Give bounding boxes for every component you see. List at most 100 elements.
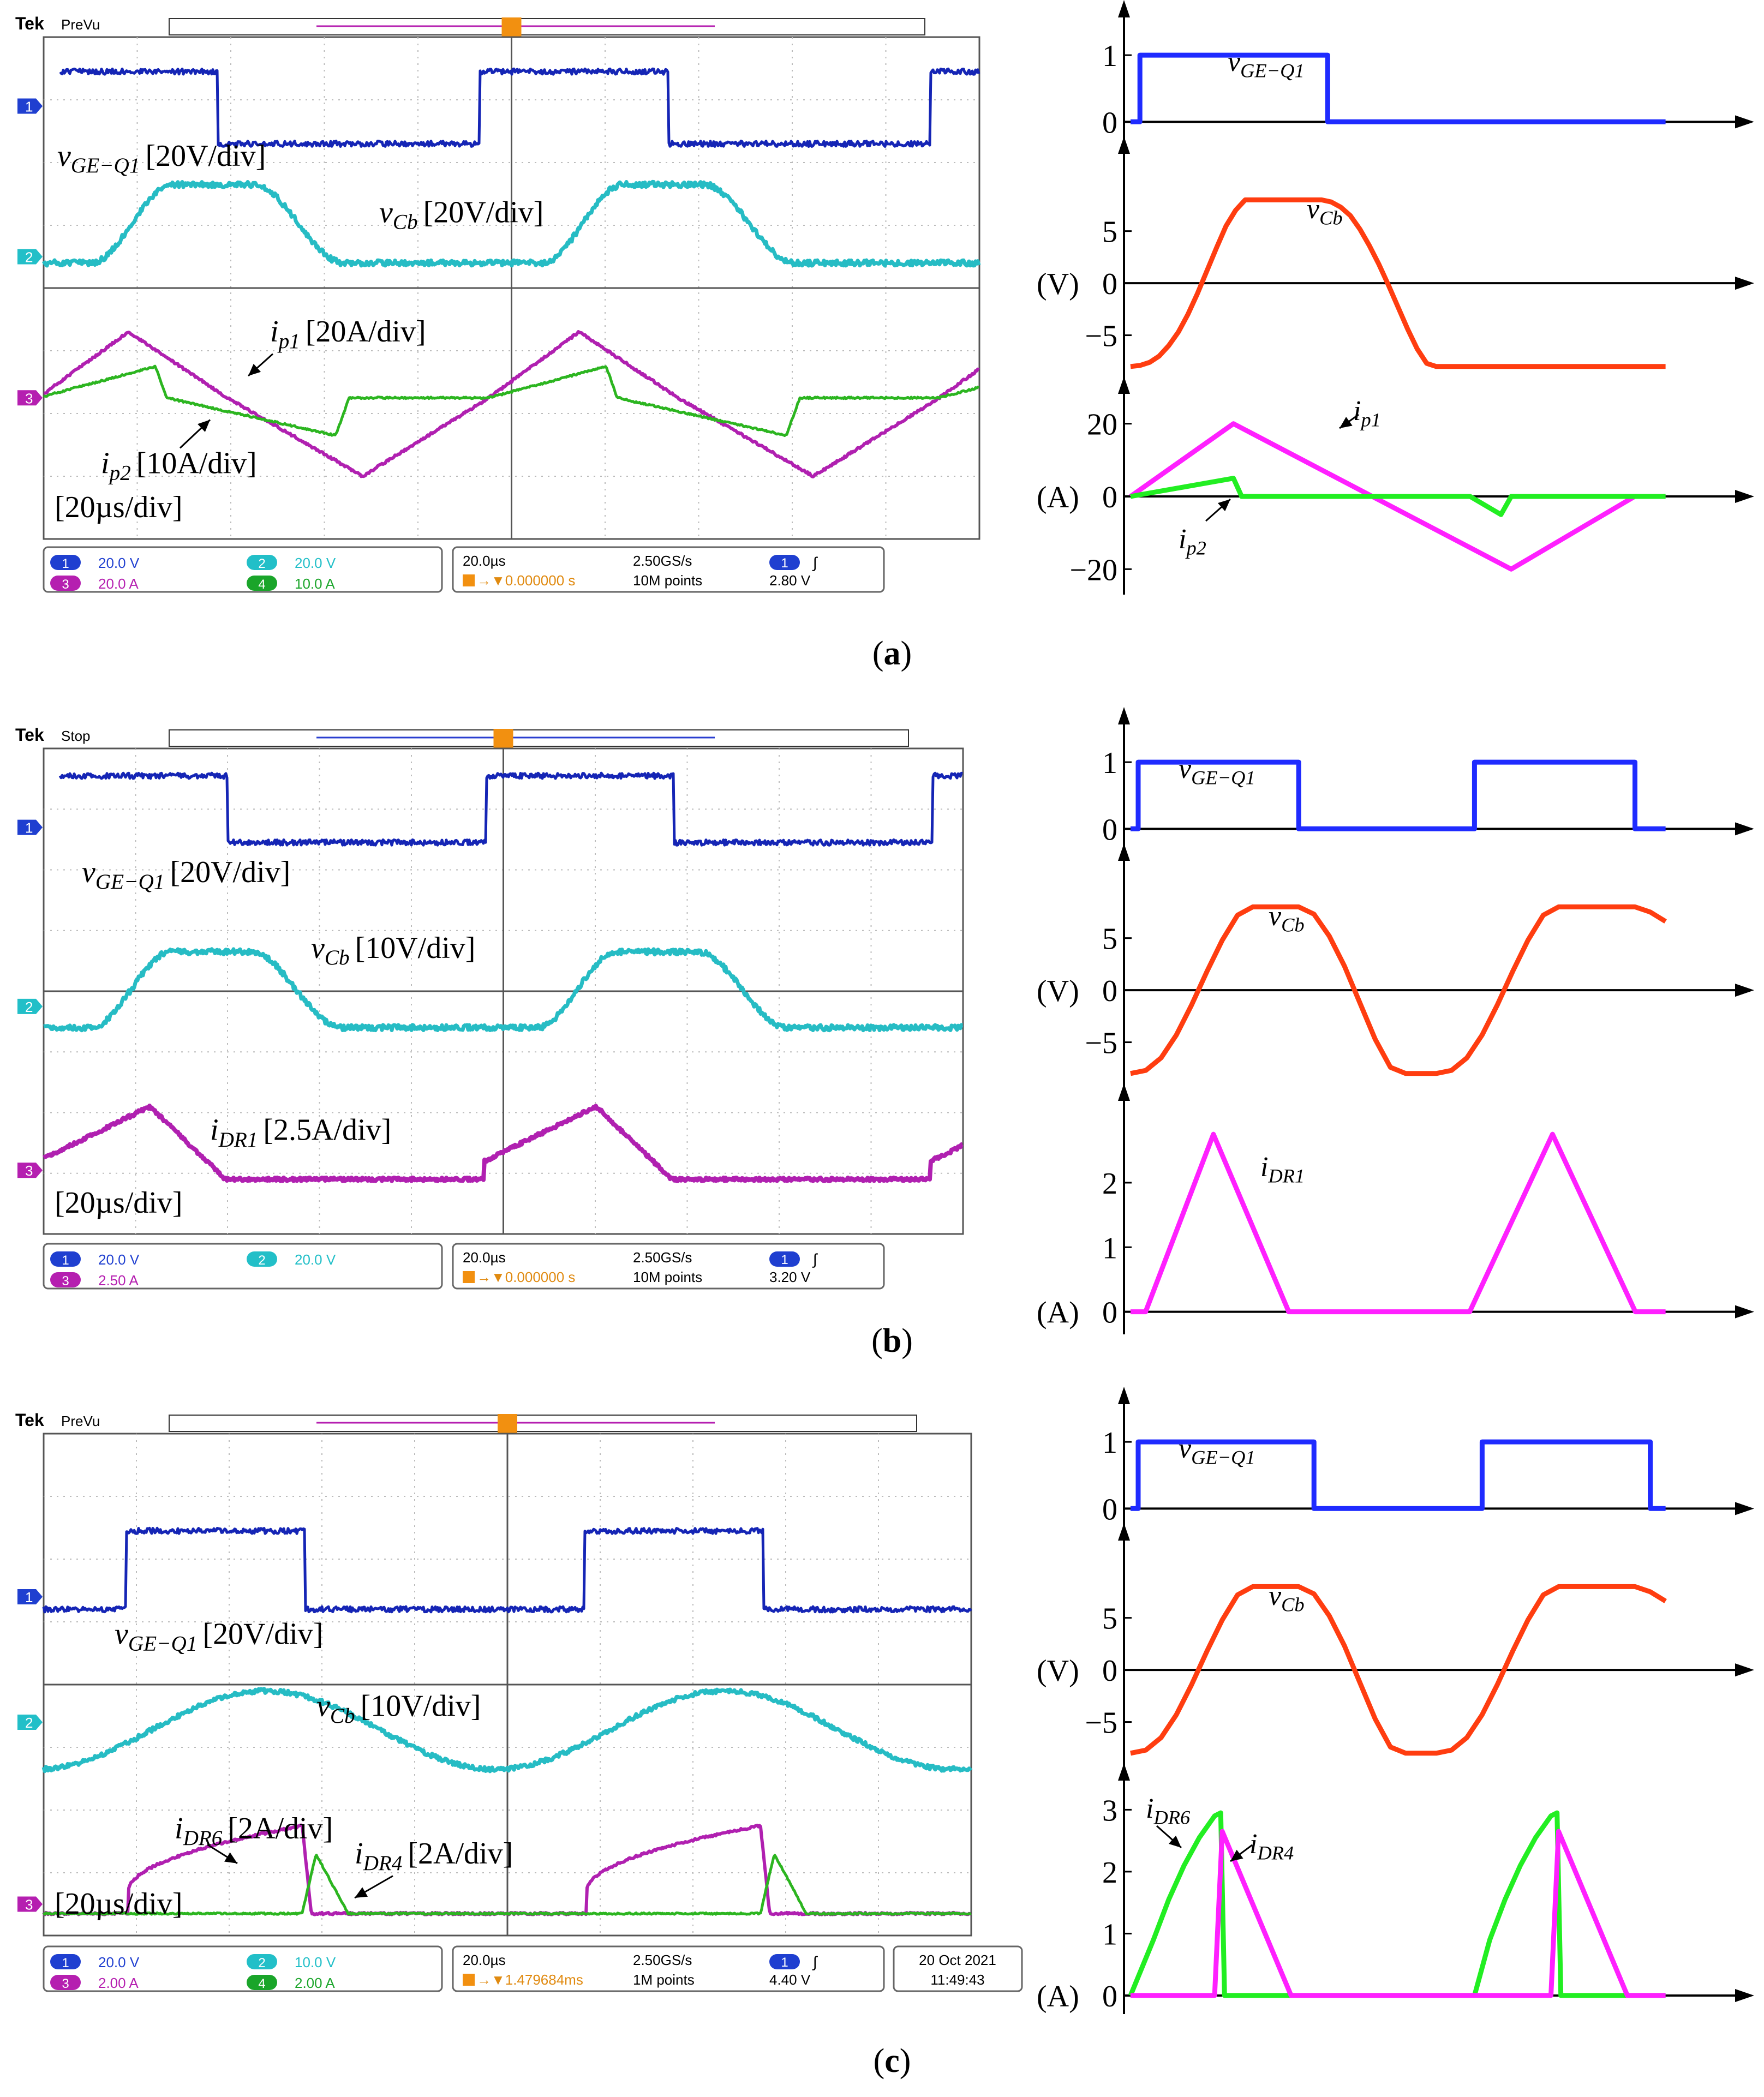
trace-vcb <box>41 1687 973 1774</box>
annotation-i-dr1: iDR1 [2.5A/div] <box>210 1113 391 1152</box>
y-axis-label: (A) <box>1037 1980 1079 2014</box>
annotation-i-dr1-symbol: i <box>210 1113 219 1147</box>
channel-2-marker[interactable]: 2 <box>17 998 43 1015</box>
channel-4-readout[interactable]: 4 10.0 A <box>247 576 335 592</box>
channel-badge <box>50 1975 81 1990</box>
series-label-vge: vGE−Q1 <box>1179 753 1255 788</box>
y-tick-label: 5 <box>1102 215 1117 249</box>
series-v-cb <box>1130 197 1666 369</box>
channel-scale: 10.0 V <box>295 1954 336 1970</box>
annotation-i-dr6: iDR6 [2A/div] <box>175 1812 333 1850</box>
trigger-level: 4.40 V <box>769 1972 811 1988</box>
channel-2-readout[interactable]: 2 20.0 V <box>247 1251 336 1268</box>
channel-scale: 20.0 V <box>98 1954 140 1970</box>
y-tick-label: −20 <box>1069 553 1117 587</box>
arrow-sim-ip2 <box>1205 498 1231 522</box>
trace-vge <box>59 67 980 148</box>
annotation-v-cb-symbol: v <box>311 931 325 965</box>
trace-vcb <box>43 947 964 1033</box>
annotation-v-cb: vCb [10V/div] <box>316 1689 481 1728</box>
trigger-channel-badge[interactable] <box>769 1954 800 1969</box>
channel-3-marker[interactable]: 3 <box>17 1163 43 1179</box>
series-label-vge: vGE−Q1 <box>1179 1433 1255 1468</box>
trigger-position-icon[interactable] <box>498 1414 517 1434</box>
channel-scale: 10.0 A <box>295 576 335 592</box>
arrow-ip2-head <box>198 420 210 432</box>
trigger-offset-icon <box>463 1271 475 1283</box>
y-axis-label: (V) <box>1037 1654 1079 1688</box>
series-label-vge-symbol: v <box>1179 753 1192 784</box>
annotation-i-p1-subscript: p1 <box>277 329 300 353</box>
trigger-channel: 1 <box>781 556 788 571</box>
annotation-i-p2-subscript: p2 <box>108 462 131 485</box>
y-tick-label: 1 <box>1102 1426 1117 1460</box>
timebase-label: [20µs/div] <box>55 490 182 524</box>
series-label-vge-symbol: v <box>1228 46 1241 77</box>
caption-b: (b) <box>871 1322 913 1359</box>
trace-idr4 <box>42 1854 972 1916</box>
channel-3-readout[interactable]: 3 2.50 A <box>50 1272 139 1289</box>
channel-badge <box>50 576 81 591</box>
channel-2-marker[interactable]: 2 <box>17 249 43 266</box>
y-axis-label: (A) <box>1037 481 1079 514</box>
channel-1-readout[interactable]: 1 20.0 V <box>50 1251 140 1268</box>
series-label-ip1-subscript: p1 <box>1359 409 1380 430</box>
marker-number: 1 <box>25 1589 33 1605</box>
trace-ip2 <box>43 364 980 438</box>
scope-brand: Tek <box>15 725 44 745</box>
marker-number: 2 <box>25 1715 33 1731</box>
y-axis-arrow <box>1118 0 1130 17</box>
channel-3-readout[interactable]: 3 20.0 A <box>50 576 139 592</box>
channel-3-marker[interactable]: 3 <box>17 1896 43 1913</box>
channel-badge <box>50 1251 81 1267</box>
channel-3-readout[interactable]: 3 2.00 A <box>50 1975 139 1991</box>
channel-badge <box>247 1954 277 1969</box>
marker-number: 3 <box>25 1897 33 1913</box>
channel-number: 2 <box>258 1253 265 1268</box>
channel-2-readout[interactable]: 2 10.0 V <box>247 1954 336 1970</box>
annotation-i-p2: ip2 [10A/div] <box>101 446 257 484</box>
marker-shape <box>17 98 43 114</box>
series-label-vcb-subscript: Cb <box>1281 914 1304 936</box>
trigger-position-icon[interactable] <box>501 17 522 37</box>
record-length: 10M points <box>633 572 702 589</box>
series-v-ge-q1 <box>1131 759 1666 831</box>
trigger-channel-badge[interactable] <box>769 1251 800 1267</box>
marker-shape <box>17 1589 43 1604</box>
sim-plot-3: 2 1 0 (A) iDR1 <box>1037 1083 1754 1334</box>
caption-open: ( <box>871 1322 883 1359</box>
x-axis-arrow <box>1735 984 1754 997</box>
channel-3-marker[interactable]: 3 <box>17 390 43 406</box>
arrow-sim-ip1 <box>1339 414 1359 429</box>
timebase-value: 20.0µs <box>463 1249 506 1266</box>
channel-scale: 20.0 A <box>98 576 139 592</box>
y-axis-label: (A) <box>1037 1296 1079 1330</box>
channel-1-marker[interactable]: 1 <box>17 1589 43 1605</box>
channel-1-marker[interactable]: 1 <box>17 98 43 115</box>
channel-2-marker[interactable]: 2 <box>17 1715 43 1731</box>
channel-number: 3 <box>62 577 69 592</box>
y-tick-label: −5 <box>1085 1027 1117 1061</box>
channel-1-marker[interactable]: 1 <box>17 819 43 836</box>
y-axis-arrow <box>1118 843 1130 861</box>
channel-number: 4 <box>258 1976 265 1991</box>
channel-scale: 2.00 A <box>98 1975 139 1991</box>
caption-letter: b <box>883 1322 901 1359</box>
marker-number: 3 <box>25 1163 33 1179</box>
channel-1-readout[interactable]: 1 20.0 V <box>50 1954 140 1970</box>
trigger-channel-badge[interactable] <box>769 555 800 570</box>
trigger-channel: 1 <box>781 1253 788 1267</box>
trigger-position-icon[interactable] <box>493 729 513 748</box>
caption-open: ( <box>874 2042 885 2080</box>
y-tick-label: 5 <box>1102 1602 1117 1636</box>
y-axis-label: (V) <box>1037 267 1079 301</box>
status-bar: 1 20.0 V 2 20.0 V 3 2.50 A 20.0µs →▼0.000000 s 2… <box>43 1243 885 1290</box>
channel-4-readout[interactable]: 4 2.00 A <box>247 1975 335 1991</box>
annotation-i-dr1-scale: [2.5A/div] <box>263 1113 391 1147</box>
channel-1-readout[interactable]: 1 20.0 V <box>50 555 140 571</box>
waveforms <box>42 771 964 1183</box>
series-i-dr1 <box>1131 1131 1666 1315</box>
sim-plot-1: 1 0 vGE−Q1 <box>1102 0 1754 142</box>
channel-2-readout[interactable]: 2 20.0 V <box>247 555 336 571</box>
